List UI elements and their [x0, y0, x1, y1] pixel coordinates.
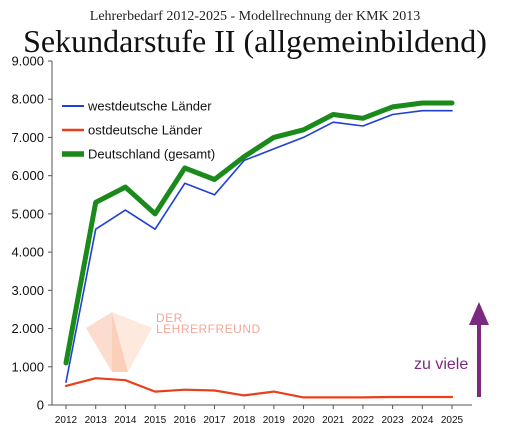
x-tick-label: 2022 — [352, 415, 375, 426]
annotation-arrow-head — [469, 302, 489, 325]
legend-label-2: ostdeutsche Länder — [88, 123, 203, 138]
chart-title: Sekundarstufe II (allgemeinbildend) — [23, 23, 487, 59]
x-tick-label: 2013 — [85, 415, 108, 426]
legend-label-3: Deutschland (gesamt) — [88, 147, 215, 162]
x-tick-label: 2023 — [381, 415, 404, 426]
chart-subtitle: Lehrerbedarf 2012-2025 - Modellrechnung … — [90, 9, 420, 24]
y-tick-label: 6.000 — [11, 168, 44, 183]
x-tick-label: 2017 — [203, 415, 226, 426]
x-tick-label: 2012 — [55, 415, 78, 426]
chart-axes: 0 1.000 2.000 3.000 4.000 5.000 6.000 7.000 8.00… — [11, 54, 472, 426]
x-tick-label: 2015 — [144, 415, 167, 426]
y-tick-label: 8.000 — [11, 92, 44, 107]
x-tick-label: 2018 — [233, 415, 256, 426]
chart-series — [63, 100, 455, 399]
y-tick-label: 0 — [37, 398, 44, 413]
x-tick-label: 2021 — [322, 415, 345, 426]
series-line-3 — [63, 100, 455, 366]
y-tick-label: 5.000 — [11, 206, 44, 221]
series-line-2 — [64, 377, 454, 399]
x-tick-label: 2024 — [411, 415, 434, 426]
y-tick-label: 1.000 — [11, 359, 44, 374]
too-many-annotation: zu viele — [414, 302, 489, 397]
x-tick-label: 2014 — [114, 415, 137, 426]
annotation-label: zu viele — [414, 356, 468, 373]
watermark-line1: DER — [156, 311, 183, 325]
x-tick-label: 2019 — [263, 415, 286, 426]
x-tick-label: 2016 — [174, 415, 197, 426]
y-tick-label: 3.000 — [11, 283, 44, 298]
series-line-1 — [65, 109, 453, 383]
watermark-logo: DER LEHRERFREUND — [86, 311, 261, 372]
y-tick-label: 7.000 — [11, 130, 44, 145]
y-tick-label: 4.000 — [11, 245, 44, 260]
x-tick-label: 2025 — [441, 415, 464, 426]
chart-legend: westdeutsche Länder ostdeutsche Länder Deu… — [62, 99, 215, 162]
legend-label-1: westdeutsche Länder — [87, 99, 212, 114]
watermark-line2: LEHRERFREUND — [156, 322, 261, 336]
y-tick-label: 9.000 — [11, 54, 44, 69]
x-tick-label: 2020 — [292, 415, 315, 426]
y-tick-label: 2.000 — [11, 321, 44, 336]
